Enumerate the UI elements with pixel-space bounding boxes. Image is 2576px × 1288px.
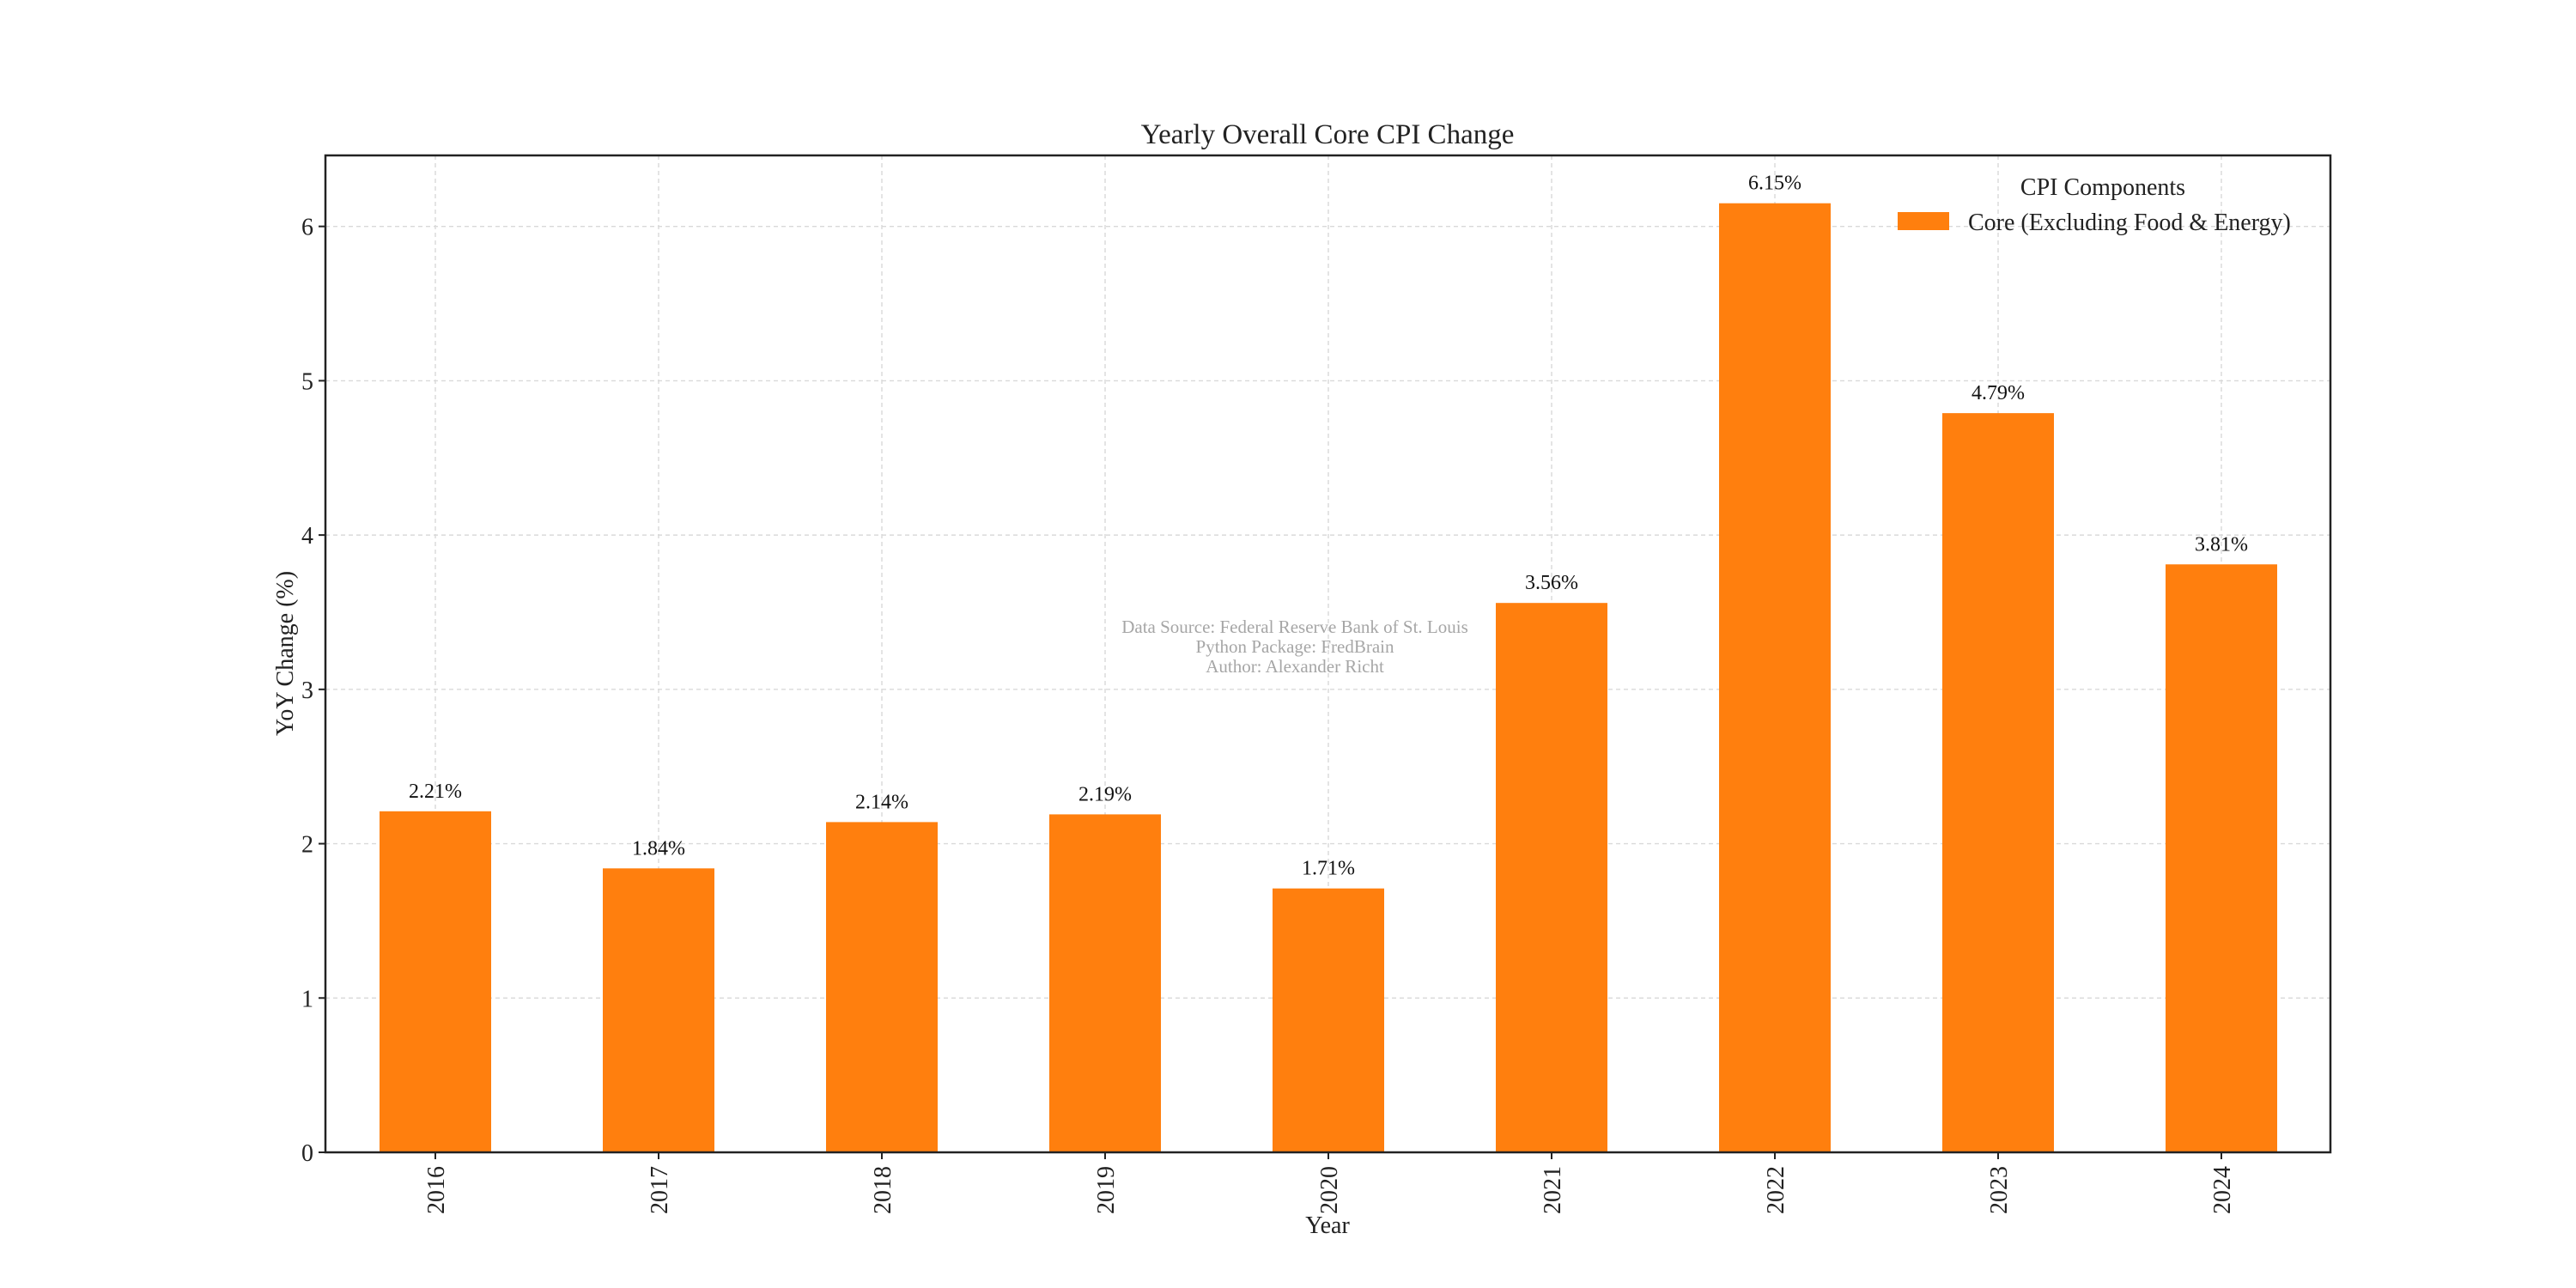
data-label-2021: 3.56% (1525, 572, 1578, 594)
data-label-2016: 2.21% (409, 781, 462, 803)
bar-2023 (1942, 413, 2054, 1153)
y-tick-label: 4 (301, 523, 313, 550)
bar-2024 (2166, 564, 2277, 1152)
x-tick-label-2023: 2023 (1986, 1166, 2013, 1214)
bars (380, 203, 2277, 1153)
x-tick-label-2024: 2024 (2209, 1166, 2236, 1214)
bar-2021 (1496, 603, 1607, 1152)
watermark: Data Source: Federal Reserve Bank of St.… (1121, 617, 1468, 677)
chart-title: Yearly Overall Core CPI Change (1141, 119, 1515, 150)
bar-2016 (380, 811, 491, 1152)
x-tick-label-2019: 2019 (1093, 1166, 1120, 1214)
legend-swatch (1898, 212, 1949, 230)
watermark-line-author: Author: Alexander Richt (1206, 656, 1384, 677)
x-axis-label: Year (1305, 1212, 1350, 1239)
y-tick-label: 5 (301, 368, 313, 395)
data-label-2020: 1.71% (1302, 858, 1355, 880)
y-tick-label: 6 (301, 215, 313, 241)
bar-2017 (603, 868, 714, 1152)
x-tick-label-2022: 2022 (1763, 1166, 1789, 1214)
bar-2018 (826, 822, 938, 1152)
data-label-2022: 6.15% (1748, 173, 1801, 195)
legend-label: Core (Excluding Food & Energy) (1968, 210, 2291, 236)
y-tick-label: 2 (301, 832, 313, 859)
x-tick-label-2018: 2018 (870, 1166, 896, 1214)
x-tick-label-2017: 2017 (647, 1166, 673, 1214)
data-label-2018: 2.14% (855, 791, 908, 813)
y-tick-label: 0 (301, 1140, 313, 1167)
x-tick-label-2016: 2016 (423, 1166, 450, 1214)
x-tick-label-2021: 2021 (1540, 1166, 1566, 1214)
y-tick-label: 1 (301, 986, 313, 1012)
x-tick-label-2020: 2020 (1316, 1166, 1343, 1214)
ticks: 0 1 2 3 4 5 6 2016 2017 2018 2019 2020 2021 2022 2023 2… (301, 215, 2236, 1214)
data-label-2017: 1.84% (632, 837, 685, 860)
data-label-2024: 3.81% (2195, 533, 2248, 556)
y-tick-label: 3 (301, 677, 313, 704)
data-labels: 2.21% 1.84% 2.14% 2.19% 1.71% 3.56% 6.15% 4.79%… (409, 173, 2248, 880)
y-axis-label: YoY Change (%) (272, 571, 299, 736)
data-label-2023: 4.79% (1971, 382, 2025, 404)
data-label-2019: 2.19% (1078, 783, 1132, 805)
bar-2022 (1719, 203, 1831, 1152)
legend: CPI Components Core (Excluding Food & En… (1898, 174, 2291, 236)
bar-2020 (1273, 888, 1384, 1152)
bar-2019 (1049, 814, 1161, 1152)
legend-title: CPI Components (2020, 174, 2185, 201)
watermark-line-package: Python Package: FredBrain (1196, 636, 1394, 657)
watermark-line-source: Data Source: Federal Reserve Bank of St.… (1121, 617, 1468, 637)
